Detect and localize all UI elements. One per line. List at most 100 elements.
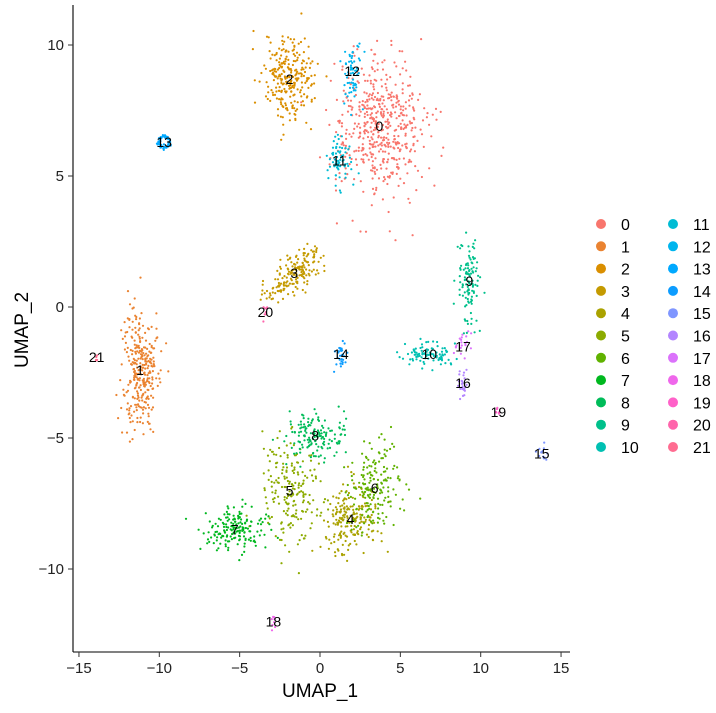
point-cluster-8 [323, 419, 326, 422]
point-cluster-4 [352, 511, 355, 514]
point-cluster-5 [283, 475, 286, 478]
point-cluster-0 [386, 118, 389, 121]
point-cluster-4 [369, 516, 372, 519]
point-cluster-2 [275, 90, 278, 93]
point-cluster-5 [279, 455, 282, 458]
point-cluster-1 [147, 328, 150, 331]
point-cluster-12 [352, 89, 355, 92]
point-cluster-2 [271, 53, 274, 56]
point-cluster-4 [351, 496, 354, 499]
point-cluster-6 [370, 447, 373, 450]
point-cluster-9 [476, 261, 479, 264]
point-cluster-2 [307, 86, 310, 89]
legend-key [596, 219, 606, 229]
point-cluster-2 [309, 128, 313, 131]
point-cluster-3 [290, 261, 293, 264]
point-cluster-0 [381, 123, 384, 127]
point-cluster-10 [396, 351, 399, 354]
point-cluster-4 [373, 521, 376, 524]
point-cluster-6 [369, 520, 373, 523]
point-cluster-12 [344, 93, 347, 96]
point-cluster-0 [352, 45, 355, 48]
point-cluster-8 [298, 447, 301, 450]
point-cluster-7 [268, 523, 271, 526]
point-cluster-2 [294, 54, 297, 57]
point-cluster-6 [398, 479, 401, 482]
point-cluster-4 [352, 482, 355, 485]
point-cluster-5 [286, 454, 289, 457]
point-cluster-7 [249, 524, 252, 528]
point-cluster-2 [278, 63, 281, 66]
point-cluster-5 [298, 491, 301, 494]
point-cluster-0 [357, 149, 360, 152]
point-cluster-0 [377, 102, 381, 106]
point-cluster-2 [266, 97, 269, 101]
point-cluster-3 [303, 257, 306, 260]
point-cluster-11 [339, 191, 342, 194]
point-cluster-9 [477, 274, 480, 277]
point-cluster-2 [303, 37, 306, 40]
legend-item-8: 8 [596, 395, 630, 412]
point-cluster-0 [399, 177, 402, 180]
point-cluster-6 [361, 494, 364, 497]
point-cluster-3 [290, 279, 293, 282]
point-cluster-9 [467, 254, 471, 257]
point-cluster-1 [120, 363, 123, 366]
point-cluster-0 [405, 146, 408, 149]
point-cluster-1 [136, 390, 139, 393]
point-cluster-9 [467, 292, 470, 295]
point-cluster-8 [319, 429, 323, 432]
point-cluster-3 [312, 261, 315, 264]
point-cluster-0 [384, 82, 387, 86]
point-cluster-12 [343, 102, 346, 105]
point-cluster-5 [296, 471, 299, 474]
point-cluster-10 [447, 358, 450, 361]
point-cluster-1 [146, 403, 150, 406]
point-cluster-7 [250, 505, 253, 508]
point-cluster-1 [144, 391, 147, 394]
point-cluster-5 [286, 509, 289, 512]
legend-key [668, 219, 678, 229]
point-cluster-6 [365, 488, 369, 491]
point-cluster-0 [375, 79, 378, 82]
point-cluster-4 [362, 551, 365, 555]
point-cluster-2 [294, 109, 297, 112]
point-cluster-2 [276, 77, 279, 80]
point-cluster-14 [337, 350, 340, 353]
point-cluster-9 [460, 244, 463, 247]
point-cluster-2 [301, 59, 304, 62]
point-cluster-9 [459, 268, 462, 271]
point-cluster-0 [366, 79, 369, 82]
point-cluster-7 [232, 506, 235, 509]
point-cluster-20 [264, 307, 267, 310]
point-cluster-3 [300, 266, 303, 269]
point-cluster-8 [333, 433, 336, 436]
point-cluster-8 [283, 440, 286, 443]
point-cluster-11 [350, 168, 353, 171]
point-cluster-2 [269, 99, 272, 102]
point-cluster-10 [440, 356, 443, 359]
point-cluster-2 [280, 54, 283, 57]
point-cluster-0 [381, 102, 384, 105]
point-cluster-5 [280, 522, 283, 525]
point-cluster-14 [346, 351, 349, 354]
point-cluster-4 [332, 535, 336, 538]
point-cluster-1 [120, 406, 123, 410]
point-cluster-11 [343, 165, 346, 168]
point-cluster-5 [266, 454, 270, 457]
point-cluster-1 [139, 420, 142, 424]
point-cluster-8 [312, 451, 315, 455]
point-cluster-4 [357, 485, 361, 489]
point-cluster-0 [369, 82, 372, 85]
point-cluster-0 [400, 127, 403, 131]
point-cluster-0 [392, 106, 395, 109]
point-cluster-6 [361, 452, 364, 455]
point-cluster-7 [207, 531, 210, 534]
point-cluster-0 [409, 150, 412, 153]
point-cluster-0 [430, 135, 433, 138]
point-cluster-3 [287, 270, 291, 273]
point-cluster-14 [339, 354, 342, 357]
point-cluster-3 [308, 269, 311, 272]
point-cluster-2 [288, 87, 291, 90]
point-cluster-7 [225, 523, 228, 526]
